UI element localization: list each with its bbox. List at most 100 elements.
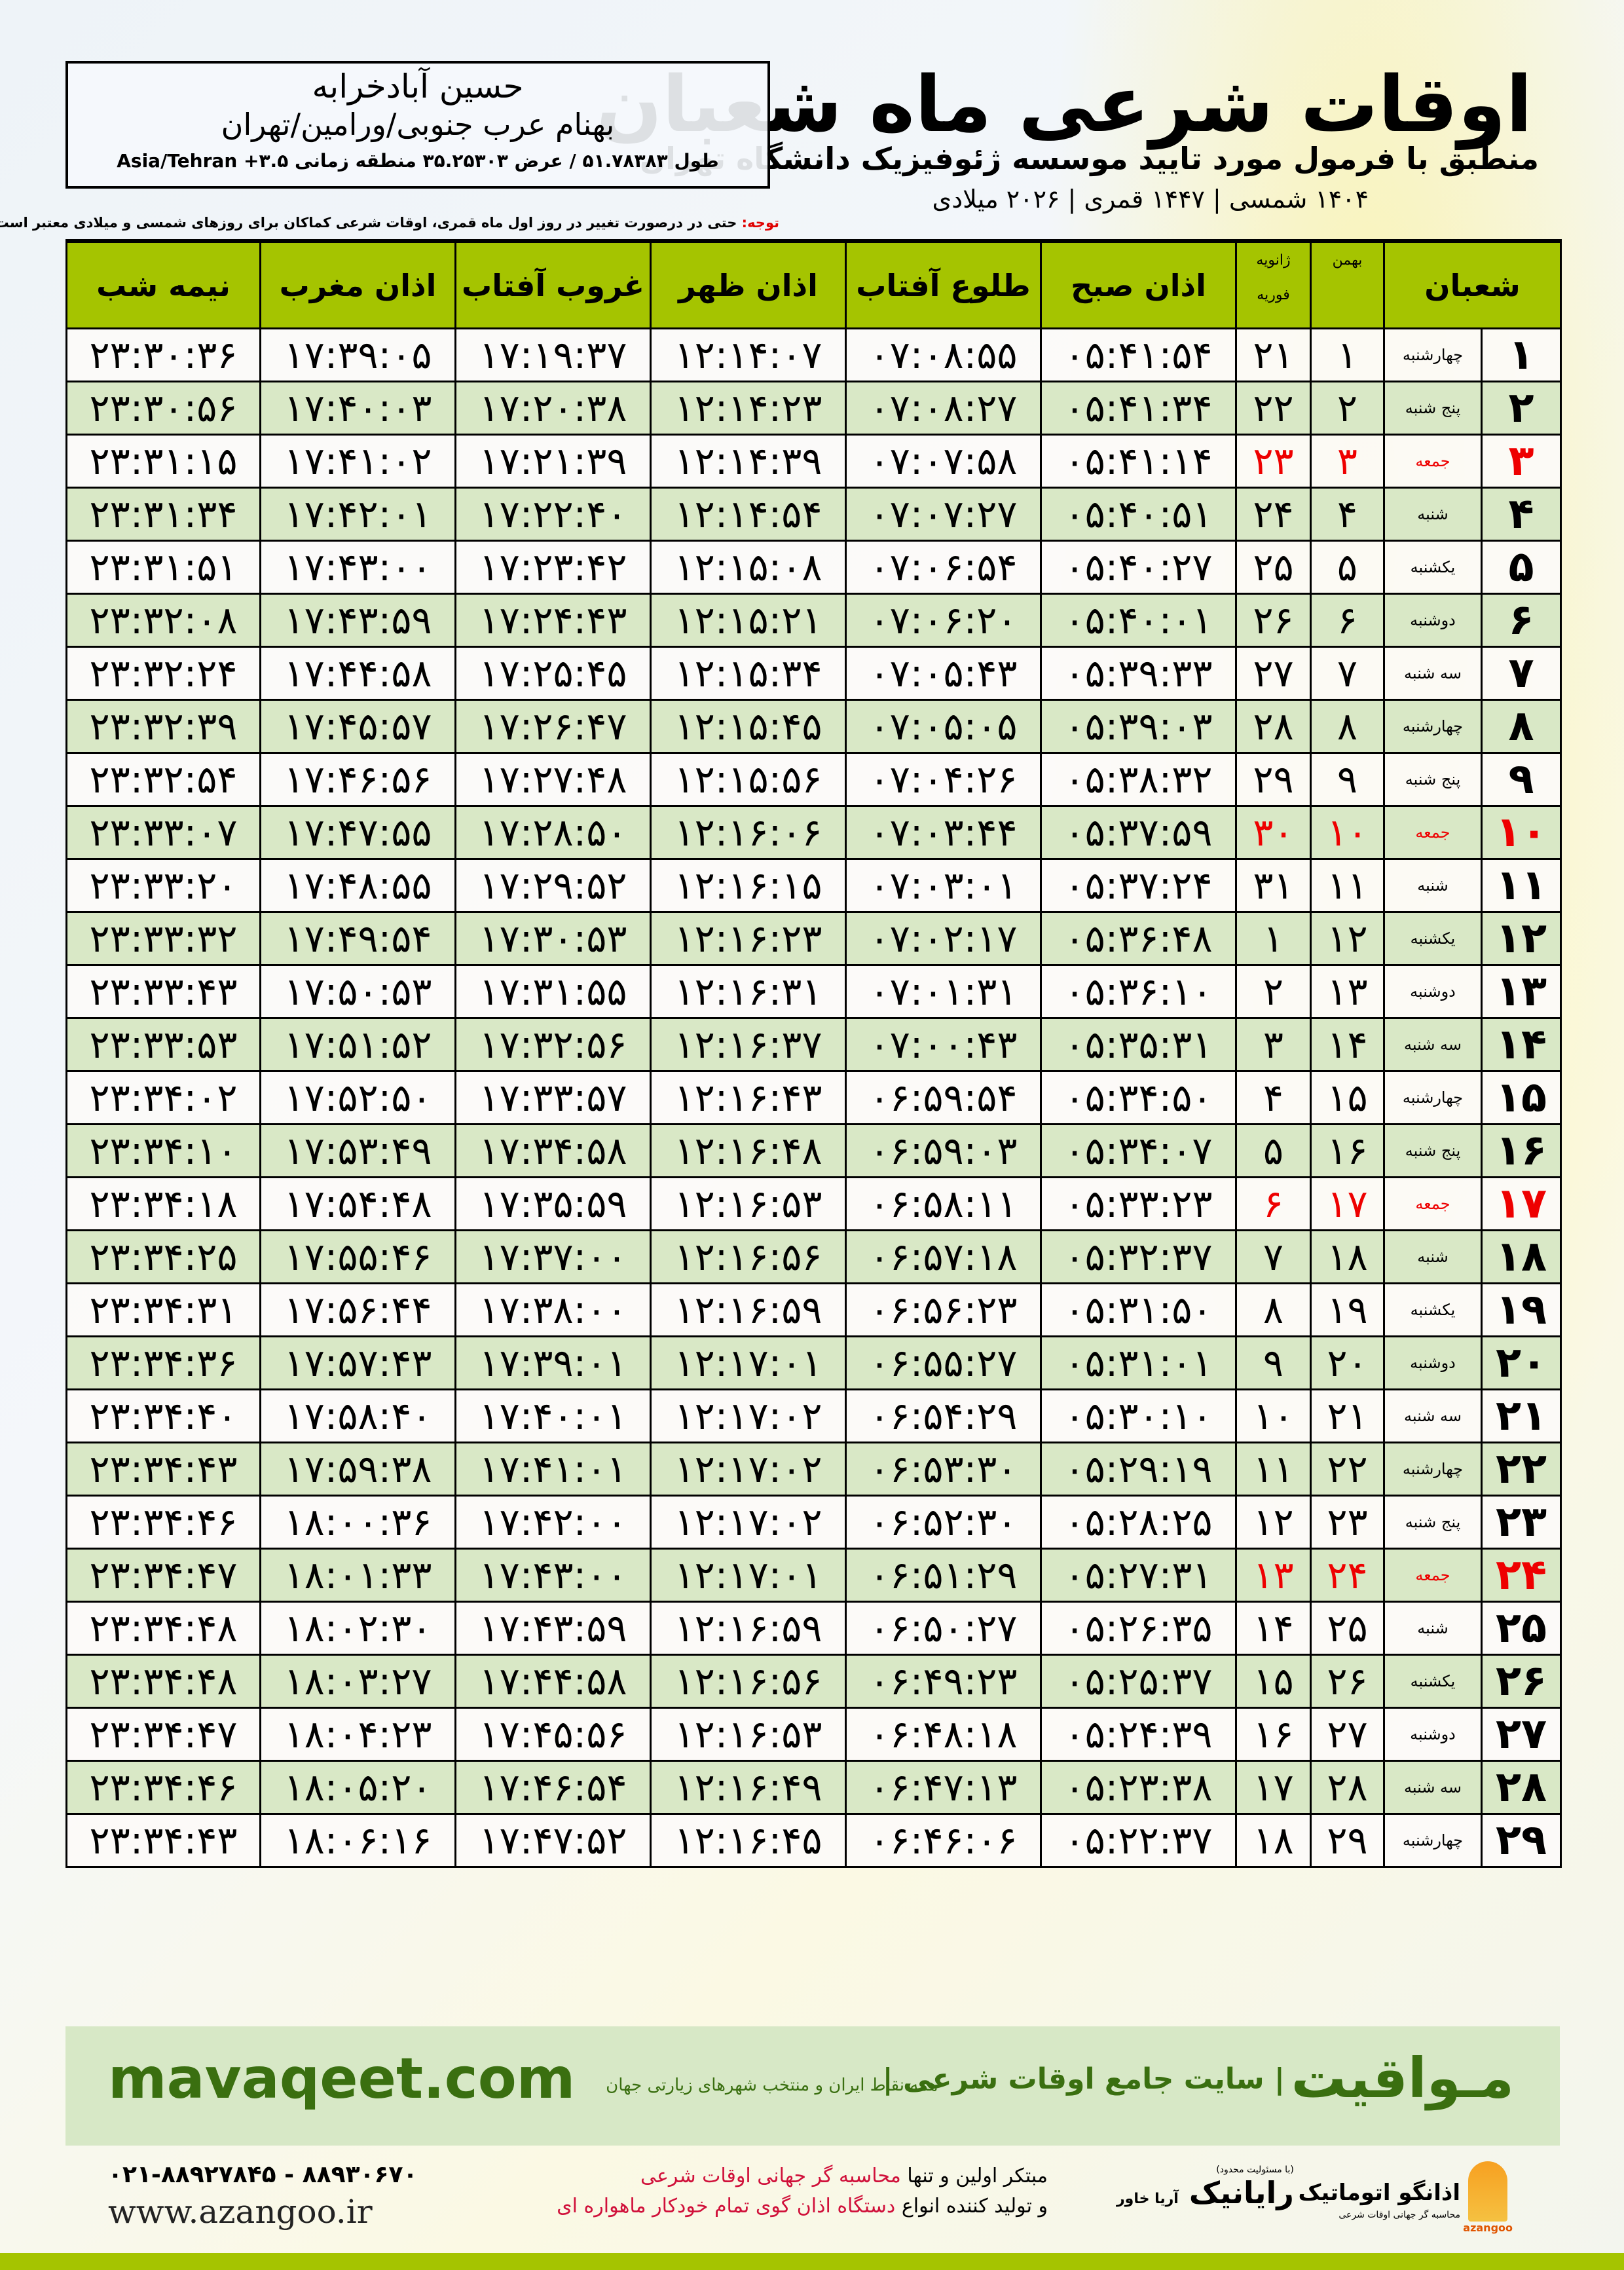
fajr-time: ۰۵:۳۳:۲۳: [1040, 1176, 1237, 1231]
header-maghrib: اذان مغرب: [259, 239, 456, 329]
banner-website-link[interactable]: mavaqeet.com: [108, 2046, 576, 2112]
footer-website-link[interactable]: www.azangoo.ir: [108, 2193, 373, 2231]
sunrise-time: ۰۷:۰۲:۱۷: [845, 911, 1042, 966]
sunrise-time: ۰۶:۴۹:۲۳: [845, 1654, 1042, 1709]
dhuhr-time: ۱۲:۱۶:۵۶: [650, 1654, 847, 1709]
dhuhr-time: ۱۲:۱۶:۴۹: [650, 1760, 847, 1815]
gregorian-date: ۱۱: [1235, 1442, 1312, 1497]
bahman-date: ۸: [1310, 699, 1385, 754]
midnight-time: ۲۳:۳۴:۳۱: [65, 1282, 261, 1337]
location-region: بهنام عرب جنوبی/ورامین/تهران: [221, 107, 615, 142]
sunset-time: ۱۷:۴۳:۵۹: [454, 1601, 652, 1656]
table-row: ۲۴ جمعه ۲۴ ۱۳ ۰۵:۲۷:۳۱ ۰۶:۵۱:۲۹ ۱۲:۱۷:۰۱ ۱۷:۴۳:…: [65, 1548, 1562, 1603]
day-number: ۹: [1481, 752, 1562, 807]
fajr-time: ۰۵:۲۵:۳۷: [1040, 1654, 1237, 1709]
table-row: ۲۰ دوشنبه ۲۰ ۹ ۰۵:۳۱:۰۱ ۰۶:۵۵:۲۷ ۱۲:۱۷:۰۱ ۱۷:۳۹…: [65, 1335, 1562, 1390]
midnight-time: ۲۳:۳۴:۴۷: [65, 1548, 261, 1603]
day-number: ۱۸: [1481, 1229, 1562, 1284]
fajr-time: ۰۵:۳۴:۰۷: [1040, 1123, 1237, 1178]
table-row: ۱ چهارشنبه ۱ ۲۱ ۰۵:۴۱:۵۴ ۰۷:۰۸:۵۵ ۱۲:۱۴:۰۷ ۱۷:۱…: [65, 327, 1562, 382]
gregorian-date: ۲۸: [1235, 699, 1312, 754]
fajr-time: ۰۵:۳۹:۳۳: [1040, 646, 1237, 701]
bahman-date: ۳: [1310, 434, 1385, 489]
fajr-time: ۰۵:۳۹:۰۳: [1040, 699, 1237, 754]
sunset-time: ۱۷:۲۹:۵۲: [454, 858, 652, 913]
table-row: ۱۲ یکشنبه ۱۲ ۱ ۰۵:۳۶:۴۸ ۰۷:۰۲:۱۷ ۱۲:۱۶:۲۳ ۱۷:۳۰…: [65, 911, 1562, 966]
midnight-time: ۲۳:۳۳:۵۳: [65, 1017, 261, 1072]
fajr-time: ۰۵:۳۷:۲۴: [1040, 858, 1237, 913]
header-fajr: اذان صبح: [1040, 239, 1237, 329]
midnight-time: ۲۳:۳۴:۳۶: [65, 1335, 261, 1390]
table-row: ۵ یکشنبه ۵ ۲۵ ۰۵:۴۰:۲۷ ۰۷:۰۶:۵۴ ۱۲:۱۵:۰۸ ۱۷:۲۳:…: [65, 540, 1562, 595]
header-sunrise: طلوع آفتاب: [845, 239, 1042, 329]
note: توجه: حتی در درصورت تغییر در روز اول ماه…: [0, 215, 779, 231]
day-number: ۲۹: [1481, 1813, 1562, 1868]
day-number: ۲۳: [1481, 1495, 1562, 1550]
sunset-time: ۱۷:۲۰:۳۸: [454, 381, 652, 436]
maghrib-time: ۱۷:۴۳:۵۹: [259, 593, 456, 648]
bahman-date: ۴: [1310, 487, 1385, 542]
day-number: ۱۴: [1481, 1017, 1562, 1072]
midnight-time: ۲۳:۳۰:۵۶: [65, 381, 261, 436]
midnight-time: ۲۳:۳۲:۳۹: [65, 699, 261, 754]
bahman-date: ۱: [1310, 327, 1385, 382]
dhuhr-time: ۱۲:۱۶:۵۳: [650, 1707, 847, 1762]
midnight-time: ۲۳:۳۱:۳۴: [65, 487, 261, 542]
dhuhr-time: ۱۲:۱۵:۵۶: [650, 752, 847, 807]
sunset-time: ۱۷:۳۵:۵۹: [454, 1176, 652, 1231]
dhuhr-time: ۱۲:۱۵:۴۵: [650, 699, 847, 754]
footer-line2-b: دستگاه اذان گوی تمام خودکار ماهواره ای: [557, 2195, 896, 2218]
maghrib-time: ۱۸:۰۵:۲۰: [259, 1760, 456, 1815]
bottom-strip: [0, 2253, 1624, 2270]
fajr-time: ۰۵:۴۱:۳۴: [1040, 381, 1237, 436]
maghrib-time: ۱۷:۵۷:۴۳: [259, 1335, 456, 1390]
sunset-time: ۱۷:۳۲:۵۶: [454, 1017, 652, 1072]
prayer-times-table: شعبان بهمن ژانویه فوریه اذان صبح طلوع آفت…: [65, 239, 1562, 1868]
day-number: ۲۶: [1481, 1654, 1562, 1709]
sunset-time: ۱۷:۲۴:۴۳: [454, 593, 652, 648]
table-row: ۲۳ پنج شنبه ۲۳ ۱۲ ۰۵:۲۸:۲۵ ۰۶:۵۲:۳۰ ۱۲:۱۷:۰۲ ۱۷…: [65, 1495, 1562, 1550]
table-row: ۲۵ شنبه ۲۵ ۱۴ ۰۵:۲۶:۳۵ ۰۶:۵۰:۲۷ ۱۲:۱۶:۵۹ ۱۷:۴۳:…: [65, 1601, 1562, 1656]
weekday: چهارشنبه: [1382, 327, 1483, 382]
midnight-time: ۲۳:۳۲:۲۴: [65, 646, 261, 701]
dhuhr-time: ۱۲:۱۴:۲۳: [650, 381, 847, 436]
table-row: ۹ پنج شنبه ۹ ۲۹ ۰۵:۳۸:۳۲ ۰۷:۰۴:۲۶ ۱۲:۱۵:۵۶ ۱۷:۲…: [65, 752, 1562, 807]
bahman-date: ۹: [1310, 752, 1385, 807]
sunrise-time: ۰۶:۵۳:۳۰: [845, 1442, 1042, 1497]
bahman-date: ۱۹: [1310, 1282, 1385, 1337]
page-subtitle: منطبق با فرمول مورد تایید موسسه ژئوفیزیک…: [639, 141, 1539, 176]
sunset-time: ۱۷:۴۷:۵۲: [454, 1813, 652, 1868]
midnight-time: ۲۳:۳۴:۴۸: [65, 1601, 261, 1656]
fajr-time: ۰۵:۳۱:۰۱: [1040, 1335, 1237, 1390]
weekday: سه شنبه: [1382, 1017, 1483, 1072]
gregorian-date: ۱۰: [1235, 1388, 1312, 1443]
maghrib-time: ۱۷:۴۵:۵۷: [259, 699, 456, 754]
header-sunset: غروب آفتاب: [454, 239, 652, 329]
fajr-time: ۰۵:۲۷:۳۱: [1040, 1548, 1237, 1603]
sunrise-time: ۰۷:۰۶:۵۴: [845, 540, 1042, 595]
gregorian-date: ۱۳: [1235, 1548, 1312, 1603]
table-row: ۱۳ دوشنبه ۱۳ ۲ ۰۵:۳۶:۱۰ ۰۷:۰۱:۳۱ ۱۲:۱۶:۳۱ ۱۷:۳۱…: [65, 964, 1562, 1019]
dhuhr-time: ۱۲:۱۶:۳۷: [650, 1017, 847, 1072]
azangoo-en: azangoo: [1463, 2222, 1513, 2234]
maghrib-time: ۱۷:۵۶:۴۴: [259, 1282, 456, 1337]
day-number: ۱: [1481, 327, 1562, 382]
maghrib-time: ۱۷:۵۰:۵۳: [259, 964, 456, 1019]
maghrib-time: ۱۷:۴۹:۵۴: [259, 911, 456, 966]
sunset-time: ۱۷:۴۱:۰۱: [454, 1442, 652, 1497]
day-number: ۲۲: [1481, 1442, 1562, 1497]
sunrise-time: ۰۶:۴۸:۱۸: [845, 1707, 1042, 1762]
dhuhr-time: ۱۲:۱۴:۳۹: [650, 434, 847, 489]
sunset-time: ۱۷:۴۰:۰۱: [454, 1388, 652, 1443]
maghrib-time: ۱۸:۰۰:۳۶: [259, 1495, 456, 1550]
gregorian-date: ۴: [1235, 1070, 1312, 1125]
gregorian-date: ۳۱: [1235, 858, 1312, 913]
location-coords: طول ۵۱.۷۸۳۸۳ / عرض ۳۵.۲۵۳۰۳ منطقه زمانی …: [117, 150, 719, 172]
bahman-date: ۲۴: [1310, 1548, 1385, 1603]
weekday: شنبه: [1382, 1229, 1483, 1284]
dhuhr-time: ۱۲:۱۶:۵۳: [650, 1176, 847, 1231]
sunrise-time: ۰۷:۰۰:۴۳: [845, 1017, 1042, 1072]
mavaqeet-banner: مـواقیت | سایت جامع اوقات شرعی | همه نقا…: [65, 2026, 1560, 2146]
weekday: سه شنبه: [1382, 1760, 1483, 1815]
header-midnight: نیمه شب: [65, 239, 261, 329]
